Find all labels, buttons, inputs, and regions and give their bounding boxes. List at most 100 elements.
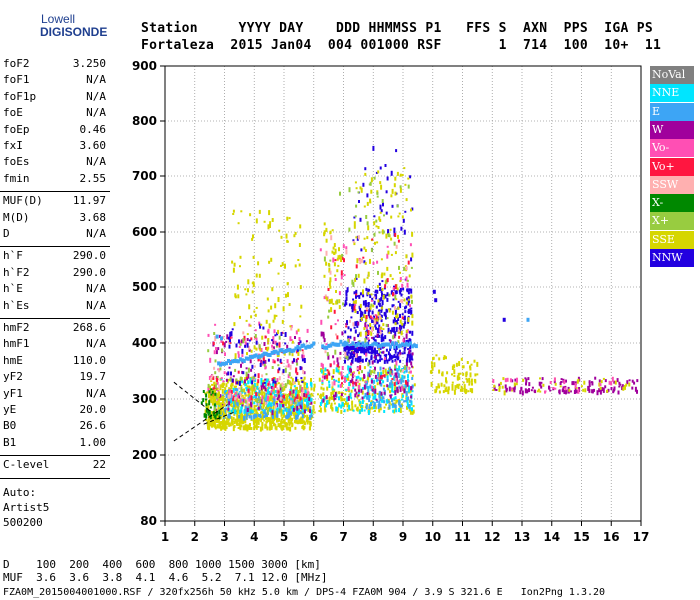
data-point-nnw	[374, 348, 376, 354]
data-point-x	[207, 409, 210, 413]
data-point-nnw	[399, 290, 402, 295]
data-point-nne	[380, 371, 383, 376]
data-point-nnw	[350, 355, 353, 359]
data-point-sse	[248, 406, 251, 410]
data-point-sse	[459, 388, 462, 392]
data-point-e	[365, 404, 368, 410]
data-point-e	[274, 349, 278, 354]
data-point-vo	[261, 395, 264, 400]
data-point-nne	[363, 409, 366, 412]
data-point-nnw	[356, 320, 359, 325]
data-point-sse	[303, 388, 306, 391]
data-point-sse	[241, 413, 243, 419]
data-point-e	[256, 394, 259, 396]
data-point-sse	[387, 250, 390, 255]
data-point-vo	[257, 358, 260, 362]
data-point-vo	[264, 365, 267, 370]
data-point-vo	[207, 333, 210, 337]
data-point-sse	[285, 400, 288, 404]
data-point-sse	[218, 421, 221, 426]
data-point-x	[253, 375, 255, 379]
data-point-x	[205, 413, 208, 419]
data-point-w	[613, 386, 616, 391]
data-point-sse	[371, 393, 374, 397]
data-point-nnw	[397, 317, 400, 321]
data-point-sse	[281, 397, 284, 402]
data-point-ssw	[281, 382, 284, 388]
data-point-ssw	[218, 385, 221, 389]
data-point-nnw	[346, 320, 348, 326]
data-point-nnw	[374, 289, 377, 292]
data-point-sse	[470, 363, 473, 366]
data-point-x	[203, 413, 206, 418]
data-point-w	[594, 376, 597, 380]
param-name: D	[3, 227, 10, 240]
data-point-e	[397, 344, 401, 349]
data-point-vo	[504, 378, 507, 383]
data-point-e	[414, 344, 418, 349]
data-point-sse	[351, 400, 354, 406]
data-point-nnw	[403, 351, 406, 355]
data-point-w	[272, 340, 275, 345]
data-point-e	[300, 400, 303, 405]
data-point-vo	[232, 398, 235, 402]
data-point-x	[292, 395, 295, 400]
data-point-sse	[308, 426, 311, 431]
data-point-sse	[311, 394, 314, 397]
data-point-nnw	[380, 309, 383, 313]
data-point-nnw	[358, 200, 360, 203]
data-point-x	[341, 253, 344, 258]
data-point-sse	[303, 383, 306, 389]
data-point-e	[383, 342, 387, 347]
data-point-sse	[336, 257, 339, 261]
data-point-sse	[300, 421, 303, 424]
data-point-w	[364, 322, 367, 328]
data-point-e	[389, 382, 391, 388]
data-point-x	[381, 199, 384, 203]
data-point-nne	[332, 388, 335, 391]
data-point-nnw	[227, 371, 230, 376]
data-point-e	[397, 372, 400, 378]
data-point-nnw	[387, 351, 390, 356]
data-point-sse	[255, 422, 258, 427]
data-point-w	[376, 354, 379, 357]
data-point-sse	[250, 315, 253, 319]
legend-entry-vo: Vo-	[650, 139, 694, 158]
data-point-nnw	[353, 348, 357, 352]
data-point-w	[353, 336, 356, 341]
data-point-e	[244, 405, 247, 409]
data-point-sse	[208, 392, 211, 398]
data-point-sse	[291, 425, 294, 428]
data-point-sse	[221, 405, 224, 410]
data-point-nne	[292, 405, 294, 410]
data-point-sse	[443, 355, 446, 360]
data-point-sse	[354, 181, 357, 184]
data-point-vo	[340, 270, 343, 276]
data-point-nnw	[369, 294, 372, 298]
data-point-sse	[394, 407, 397, 411]
data-point-ssw	[373, 296, 376, 299]
data-point-e	[398, 400, 401, 406]
data-point-sse	[255, 411, 258, 417]
data-point-sse	[333, 243, 336, 247]
data-point-sse	[290, 403, 293, 408]
data-point-sse	[266, 347, 269, 352]
data-point-sse	[412, 409, 415, 414]
data-point-sse	[289, 426, 292, 432]
data-point-w	[524, 377, 527, 380]
data-point-sse	[213, 395, 216, 400]
legend-entry-x: X+	[650, 212, 694, 231]
data-point-w	[514, 378, 517, 382]
data-point-sse	[522, 378, 525, 382]
data-point-nnw	[374, 291, 377, 294]
data-point-sse	[380, 184, 383, 190]
data-point-vo	[564, 387, 567, 391]
data-point-nne	[393, 397, 396, 401]
data-point-nne	[350, 396, 353, 399]
data-point-vo	[384, 284, 387, 289]
data-point-e	[238, 357, 242, 362]
data-point-sse	[393, 183, 396, 188]
data-point-sse	[374, 385, 377, 390]
data-point-vo	[381, 374, 384, 377]
data-point-nne	[319, 402, 322, 406]
